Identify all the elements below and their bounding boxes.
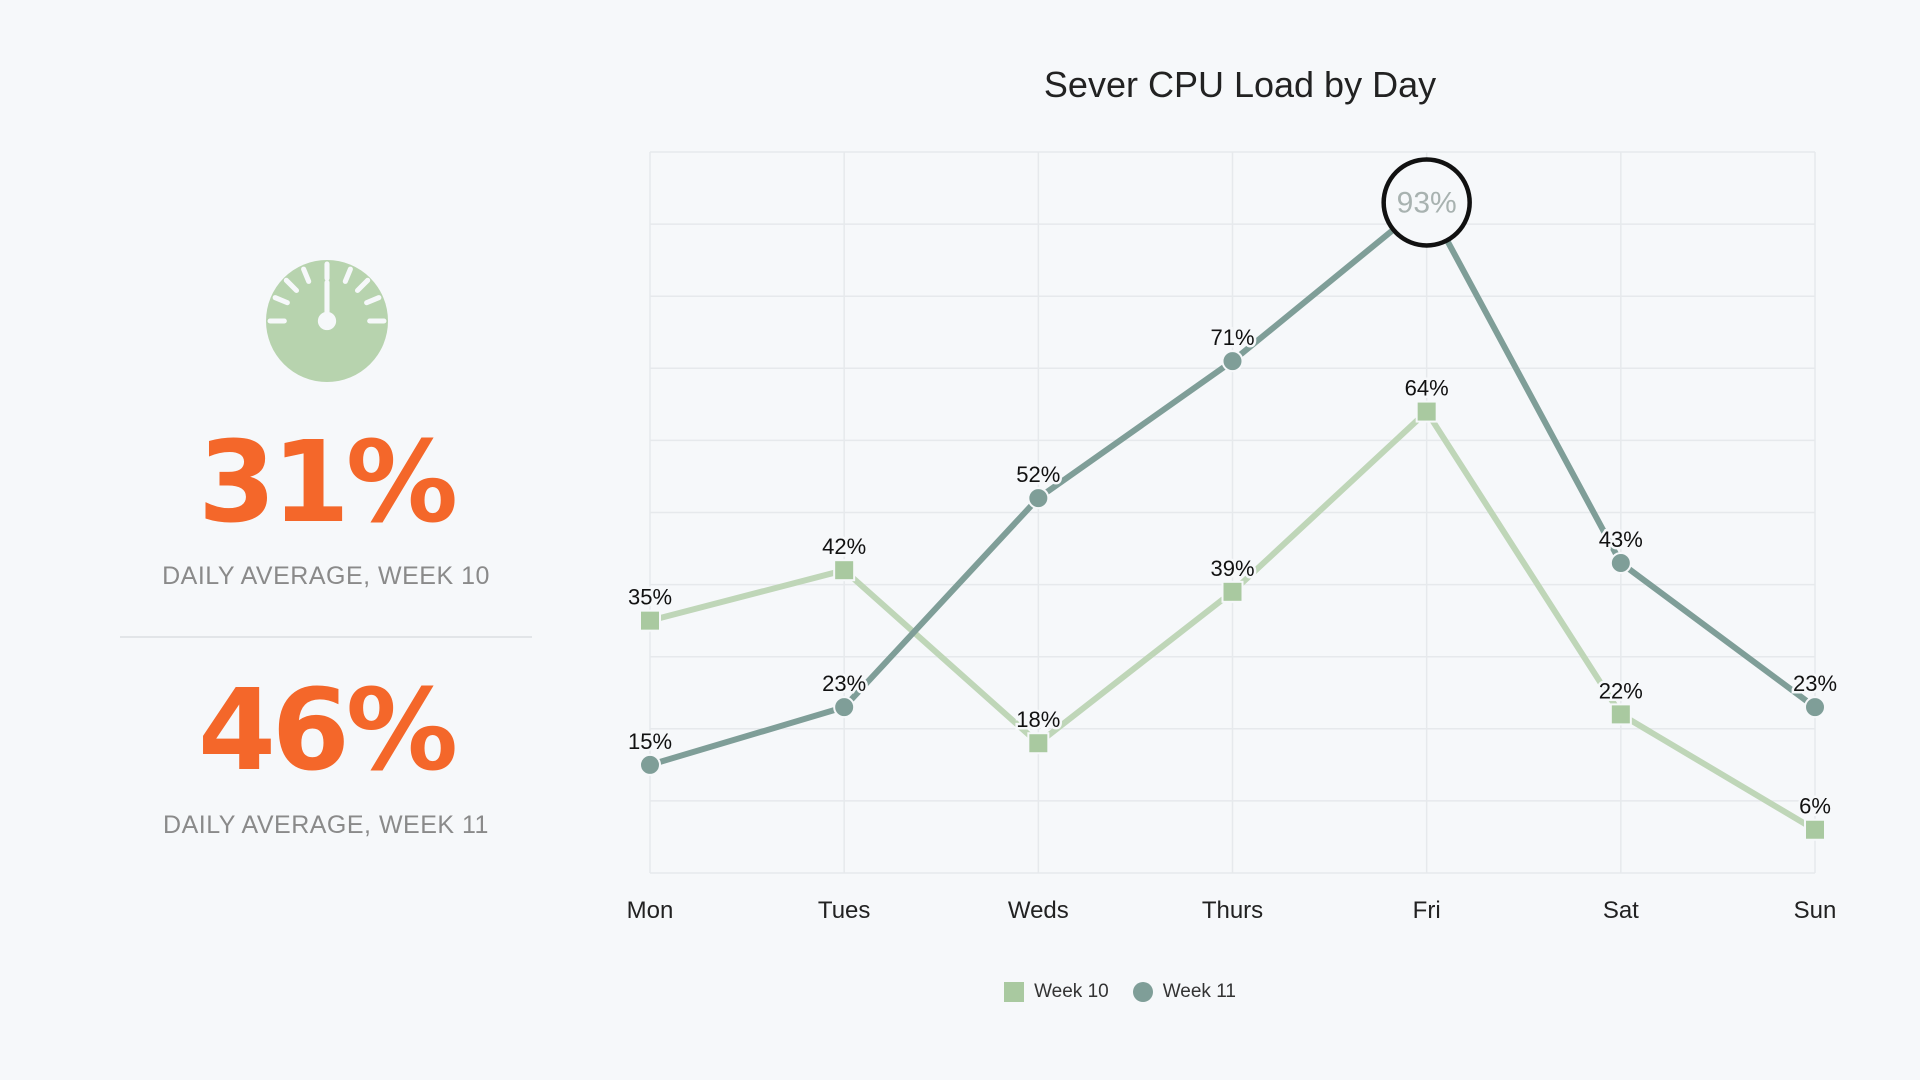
data-label: 71% [1210,325,1254,350]
data-label: 23% [1793,671,1837,696]
week10-average-label: DAILY AVERAGE, WEEK 10 [162,562,490,590]
x-tick-label: Weds [1008,897,1069,924]
data-label: 42% [822,534,866,559]
chart-data-labels: 35% 42% 18% 39% 64% 22% 6% 15% 23% 52% 71% 43% 23% [625,323,1839,822]
x-axis-ticks: Mon Tues Weds Thurs Fri Sat Sun [627,897,1837,924]
data-label: 18% [1016,707,1060,732]
data-label: 23% [822,671,866,696]
chart-markers [639,350,1826,841]
speedometer-icon [266,260,388,382]
data-label: 35% [628,585,672,610]
divider [120,636,532,638]
x-tick-label: Sat [1603,897,1639,924]
x-tick-label: Fri [1413,897,1441,924]
legend-item-week10[interactable]: Week 10 [1004,981,1109,1003]
data-label: 52% [1016,462,1060,487]
point-marker-week10 [833,559,856,582]
summary-panel: 31% DAILY AVERAGE, WEEK 10 46% DAILY AVE… [0,0,660,1080]
data-label: 22% [1599,678,1643,703]
x-tick-label: Thurs [1202,897,1263,924]
data-label: 15% [628,729,672,754]
data-label: 43% [1599,527,1643,552]
point-marker-week11 [1609,551,1632,574]
point-marker-week11 [1221,350,1244,373]
peak-highlight: 93% [1381,157,1472,248]
point-marker-week10 [1804,818,1826,841]
data-label: 39% [1210,556,1254,581]
chart-title: Sever CPU Load by Day [1043,64,1437,105]
point-marker-week10 [1221,580,1244,603]
point-marker-week11 [639,753,661,776]
chart-grid [649,151,1816,874]
data-label: 6% [1799,794,1831,819]
point-marker-week11 [1804,696,1826,719]
week11-average-value: 46% [197,666,458,796]
peak-highlight-label: 93% [1397,186,1457,219]
week10-square-icon [1004,982,1025,1002]
week11-circle-icon [1132,982,1153,1002]
x-tick-label: Tues [818,897,870,924]
week10-average-value: 31% [197,418,458,548]
point-marker-week10 [1609,703,1632,726]
x-tick-label: Mon [627,897,674,924]
legend-item-week11[interactable]: Week 11 [1132,981,1236,1003]
legend-label-week10: Week 10 [1034,981,1109,1002]
point-marker-week10 [1027,732,1050,755]
chart-legend: Week 10 Week 11 [0,981,1920,1003]
point-marker-week11 [833,696,856,719]
peak-highlight-ring [1381,157,1472,248]
x-tick-label: Sun [1794,897,1837,924]
legend-label-week11: Week 11 [1162,981,1236,1002]
data-label: 64% [1405,376,1449,401]
point-marker-week10 [1415,400,1438,423]
point-marker-week10 [639,609,661,632]
week11-average-label: DAILY AVERAGE, WEEK 11 [163,811,489,839]
point-marker-week11 [1027,487,1050,510]
